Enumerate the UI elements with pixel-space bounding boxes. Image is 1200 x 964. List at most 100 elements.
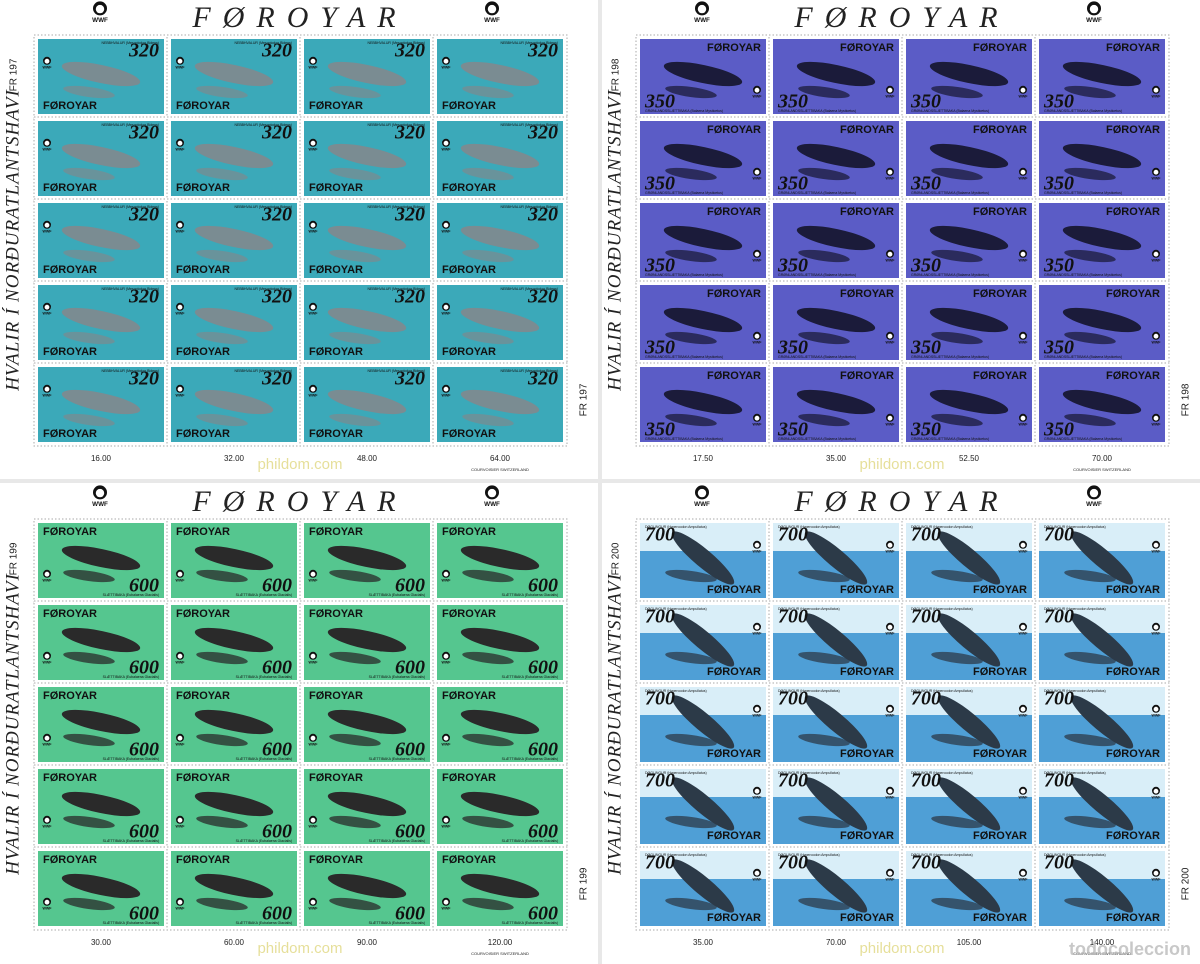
stamp-value: 700 [778, 770, 808, 792]
stamp-country: FØROYAR [309, 346, 363, 358]
whale [804, 531, 868, 585]
stamp-wwf: WWF [309, 651, 318, 665]
sheet-total: 64.00 [490, 454, 511, 463]
stamp-value: 700 [911, 606, 941, 628]
whale [796, 307, 876, 333]
wwf-label: WWF [753, 632, 763, 636]
stamp-country: FØROYAR [309, 428, 363, 440]
wwf-label: WWF [309, 66, 319, 70]
stamp-wwf: WWF [442, 138, 451, 152]
stamp-sky [773, 769, 899, 797]
wwf-panda [443, 653, 449, 659]
whale [1062, 61, 1142, 87]
wwf-label: WWF [1152, 878, 1162, 882]
stamp-value: 600 [528, 903, 558, 925]
stamp-sky [773, 687, 899, 715]
stamp-wwf: WWF [1152, 540, 1161, 554]
stamp-species: SLÆTTIBAKA (Eubalaena Glacialis) [103, 839, 159, 843]
whale [1070, 613, 1134, 667]
stamp-value: 350 [1043, 91, 1074, 113]
wwf-panda [1153, 870, 1159, 876]
wwf-label: WWF [694, 501, 710, 508]
stamp-species: GRØNLANDSSLÆTTIBAKA (Balaena Mysticetus) [1044, 355, 1122, 359]
whale [1064, 569, 1116, 583]
stamp-species: GRØNLANDSSLÆTTIBAKA (Balaena Mysticetus) [645, 437, 723, 441]
whale [460, 389, 540, 415]
wwf-label: WWF [753, 550, 763, 554]
wwf-panda [44, 304, 50, 310]
stamp-species: GRØNLANDSSLÆTTIBAKA (Balaena Mysticetus) [645, 273, 723, 277]
wwf-label: WWF [176, 661, 186, 665]
stamp-wwf: WWF [442, 384, 452, 398]
wwf-label: WWF [1152, 714, 1162, 718]
wwf-panda [443, 571, 449, 577]
wwf-label: WWF [886, 259, 896, 263]
wwf-panda [177, 817, 183, 823]
stamp-sky [640, 523, 766, 551]
stamp-country: FØROYAR [442, 526, 496, 538]
whale [63, 569, 115, 583]
stamp-country: FØROYAR [1106, 584, 1160, 596]
stamp: 600 FØROYAR SLÆTTIBAKA (Eubalaena Glaciali… [432, 518, 568, 603]
whale [798, 249, 850, 263]
corner-watermark: todocoleccion [1069, 939, 1191, 959]
side-text: HVALIR Í NORÐURATLANTSHAVI [603, 89, 625, 392]
stamp-species: NEBBHVALUR (Mesoplodon Bidens) [101, 287, 159, 291]
whale [329, 897, 381, 911]
stamp: 700 FØROYAR DØGLINGUR (Hyperoodon Ampullat… [635, 600, 771, 685]
whale [194, 307, 274, 333]
whale [929, 389, 1009, 415]
whale [61, 225, 141, 251]
stamp-country: FØROYAR [840, 666, 894, 678]
stamp-country: FØROYAR [43, 264, 97, 276]
stamp: 700 FØROYAR DØGLINGUR (Hyperoodon Ampullat… [1034, 600, 1170, 685]
whale [61, 791, 141, 817]
stamp-species: GRØNLANDSSLÆTTIBAKA (Balaena Mysticetus) [645, 355, 723, 359]
stamp-country: FØROYAR [309, 526, 363, 538]
whale [460, 61, 540, 87]
stamp-country: FØROYAR [176, 690, 230, 702]
wwf-panda [1020, 624, 1026, 630]
sheet-total: 120.00 [488, 938, 513, 947]
stamp-value: 320 [128, 204, 159, 226]
stamp-country: FØROYAR [707, 42, 761, 54]
wwf-label: WWF [309, 230, 319, 234]
stamp: 350 FØROYAR GRØNLANDSSLÆTTIBAKA (Balaena M… [901, 198, 1037, 283]
stamp: 700 FØROYAR DØGLINGUR (Hyperoodon Ampullat… [1034, 764, 1170, 849]
stamp: 350 FØROYAR GRØNLANDSSLÆTTIBAKA (Balaena M… [1034, 280, 1170, 365]
whale [194, 709, 274, 735]
stamp-wwf: WWF [1152, 868, 1162, 882]
whale [327, 143, 407, 169]
wwf-panda [310, 222, 316, 228]
wwf-panda [887, 788, 893, 794]
sheet-total: 35.00 [693, 938, 714, 947]
stamp-wwf: WWF [309, 302, 318, 316]
stamp-sky [640, 851, 766, 879]
stamp-country: FØROYAR [309, 690, 363, 702]
stamp: 600 FØROYAR SLÆTTIBAKA (Eubalaena Glaciali… [299, 764, 435, 849]
wwf-panda [887, 169, 893, 175]
stamp-wwf: WWF [176, 138, 185, 152]
whale [1064, 85, 1116, 99]
wwf-label: WWF [1152, 95, 1162, 99]
stamp: 320 FØROYAR NEBBHVALUR (Mesoplodon Bidens)… [299, 34, 435, 119]
whale [327, 627, 407, 653]
stamp-species: NEBBHVALUR (Mesoplodon Bidens) [101, 41, 159, 45]
stamp: 320 FØROYAR NEBBHVALUR (Mesoplodon Bidens)… [166, 34, 302, 119]
whale [931, 413, 983, 427]
wwf-label: WWF [442, 743, 452, 747]
wwf-label: WWF [442, 394, 452, 398]
wwf-label: WWF [886, 95, 896, 99]
stamp-sky [906, 523, 1032, 551]
whale [671, 613, 735, 667]
wwf-panda [754, 870, 760, 876]
wwf-panda [44, 386, 50, 392]
stamp-wwf: WWF [753, 167, 762, 181]
stamp-species: DØGLINGUR (Hyperoodon Ampullatus) [1044, 607, 1106, 611]
stamp-country: FØROYAR [442, 182, 496, 194]
whale [63, 733, 115, 747]
stamp-value: 700 [645, 688, 675, 710]
stamp-value: 320 [394, 204, 425, 226]
whale [804, 613, 868, 667]
stamp-species: DØGLINGUR (Hyperoodon Ampullatus) [645, 525, 707, 529]
